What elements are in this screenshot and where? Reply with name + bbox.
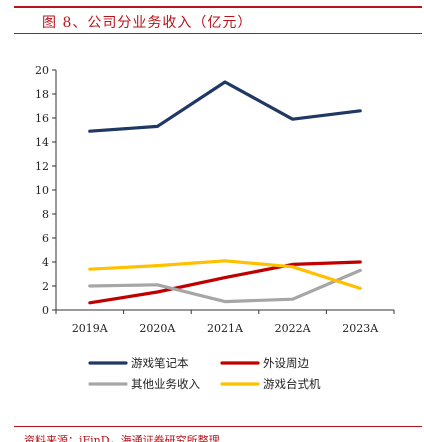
y-tick-label: 14 [35, 136, 49, 149]
figure-title-bar: 图 8、公司分业务收入（亿元） [0, 0, 424, 34]
y-tick-label: 16 [35, 112, 49, 125]
legend-label: 外设周边 [263, 356, 309, 370]
title-bottom-rule [14, 33, 422, 34]
source-note: 资料来源：iFinD，海通证券研究所整理 [24, 434, 220, 442]
y-tick-label: 12 [35, 160, 49, 173]
series-line-3 [88, 259, 362, 290]
y-tick-label: 4 [42, 256, 49, 269]
legend-label: 游戏笔记本 [131, 356, 189, 370]
figure-footer: 资料来源：iFinD，海通证券研究所整理 [14, 424, 422, 442]
y-tick-label: 8 [42, 208, 49, 221]
x-tick-label: 2020A [139, 322, 176, 335]
legend-label: 其他业务收入 [131, 377, 200, 391]
x-tick-label: 2021A [207, 322, 244, 335]
x-tick-label: 2022A [275, 322, 312, 335]
x-tick-label: 2019A [72, 322, 109, 335]
chart-series-layer [88, 80, 362, 305]
footer-rule [14, 426, 422, 427]
x-tick-label: 2023A [342, 322, 379, 335]
chart-axes: 0 2 4 6 8 10 12 14 16 18 20 2019A 2020A 2021A 2022A 202… [35, 64, 395, 335]
line-chart: 0 2 4 6 8 10 12 14 16 18 20 2019A 2020A 2021A 2022A 202… [35, 64, 395, 391]
series-line-2 [88, 268, 362, 304]
series-line-0 [88, 80, 362, 133]
y-tick-label: 10 [35, 184, 49, 197]
y-tick-label: 2 [42, 280, 49, 293]
legend-label: 游戏台式机 [263, 377, 321, 391]
title-top-rule [14, 6, 422, 8]
series-line-1 [88, 260, 362, 305]
y-tick-label: 0 [42, 304, 49, 317]
y-tick-label: 18 [35, 88, 49, 101]
y-tick-label: 6 [42, 232, 49, 245]
y-tick-label: 20 [35, 64, 49, 77]
figure-title: 图 8、公司分业务收入（亿元） [42, 15, 253, 31]
